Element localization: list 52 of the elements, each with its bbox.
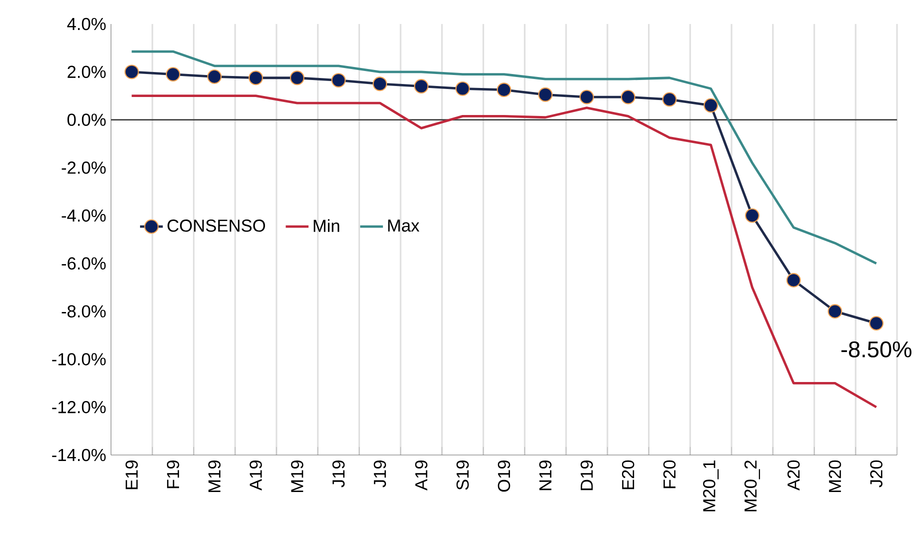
y-tick-label: -14.0% (52, 448, 106, 462)
x-tick-label: M20_2 (744, 460, 760, 512)
point (662, 92, 677, 107)
point (331, 73, 346, 88)
point (248, 70, 263, 86)
x-tick-label: F19 (166, 460, 180, 488)
x-tick-label: M19 (291, 460, 304, 492)
point (620, 90, 636, 104)
y-tick-label: -4.0% (62, 209, 106, 222)
point (828, 304, 842, 319)
point (372, 76, 388, 92)
point (124, 64, 139, 80)
x-tick-label: N19 (539, 460, 552, 490)
point (538, 87, 553, 102)
legend-label: Min (314, 219, 340, 232)
y-tick-label: -12.0% (52, 400, 106, 414)
annotation: -8.50% (841, 341, 912, 358)
x-tick-label: J19 (374, 460, 386, 488)
x-tick-label: M20_1 (703, 460, 719, 512)
y-tick-label: -6.0% (62, 257, 106, 270)
x-tick-label: J20 (870, 460, 882, 488)
legend-label: Max (388, 220, 420, 232)
point (745, 208, 760, 223)
point (455, 81, 470, 96)
x-tick-label: A19 (415, 460, 428, 491)
y-tick-label: 4.0% (67, 18, 106, 30)
x-tick-label: A19 (250, 460, 262, 491)
x-tick-label: D19 (580, 460, 593, 490)
x-tick-label: M19 (208, 460, 221, 492)
y-tick-label: -10.0% (52, 353, 106, 366)
y-tick-label: -8.0% (62, 305, 106, 318)
x-tick-label: F20 (663, 460, 676, 488)
x-tick-label: E19 (126, 460, 138, 490)
y-tick-label: 2.0% (68, 66, 106, 78)
point (704, 98, 718, 113)
x-tick-label: A20 (787, 460, 800, 491)
x-tick-label: J19 (332, 460, 345, 488)
x-tick-label: O19 (498, 460, 510, 492)
point (580, 90, 594, 104)
point (166, 67, 180, 82)
point (496, 82, 512, 98)
point (290, 70, 304, 86)
point (869, 316, 884, 331)
x-tick-label: S19 (456, 460, 469, 490)
point (207, 69, 222, 84)
y-tick-label: -2.0% (62, 162, 106, 174)
point (414, 79, 428, 94)
x-tick-label: E20 (622, 460, 634, 490)
point (786, 273, 801, 288)
x-tick-label: M20 (828, 460, 842, 492)
legend-label: CONSENSO (168, 220, 266, 232)
y-tick-label: 0.0% (67, 114, 106, 126)
